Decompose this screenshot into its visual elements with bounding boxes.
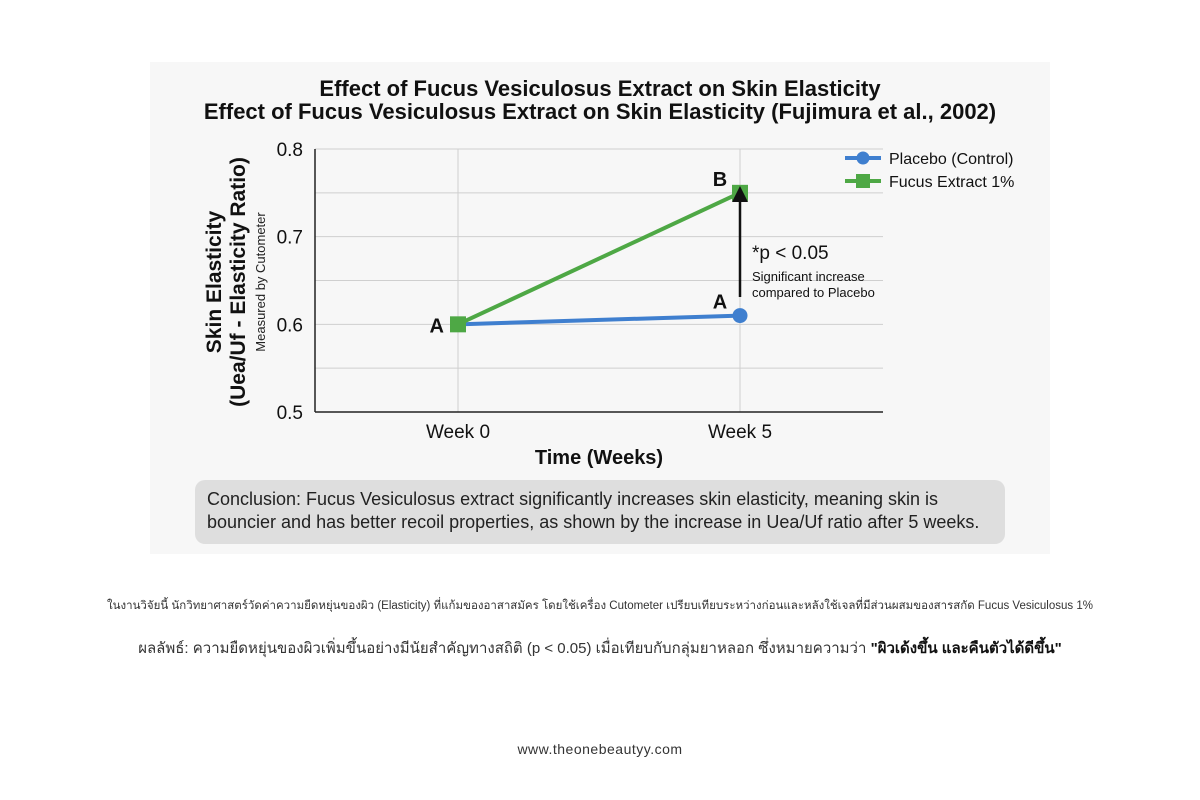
significance-note-line1: Significant increase [752,269,865,284]
thai-result-highlight: "ผิวเด้งขึ้น และคืนตัวได้ดีขึ้น" [870,640,1062,657]
legend-marker-placebo [856,151,870,165]
x-tick-label: Week 5 [708,422,772,443]
conclusion-box: Conclusion: Fucus Vesiculosus extract si… [195,480,1005,544]
point-label: A [430,315,444,337]
series-line-placebo [457,313,741,327]
annotation-layer: A A B *p < 0.05 Significant increasecompared… [430,169,875,338]
series-line-fucus [457,191,741,327]
legend-label-fucus: Fucus Extract 1% [889,174,1014,191]
chart-title-line1: Effect of Fucus Vesiculosus Extract on S… [319,76,881,101]
point-placebo [732,308,748,324]
thai-description: ในงานวิจัยนี้ นักวิทยาศาสตร์วัดค่าความยื… [107,600,1093,612]
y-tick-label: 0.5 [277,403,303,424]
footer-url[interactable]: www.theonebeautyy.com [517,741,683,757]
y-axis-label-line2: (Uea/Uf - Elasticity Ratio) [227,157,250,407]
significance-label: *p < 0.05 [752,243,829,264]
axis-layer: 0.5 0.6 0.7 0.8 Week 0 Week 5 Time (Weeks) Skin… [203,140,883,469]
significance-note-line2: compared to Placebo [752,285,875,300]
y-tick-label: 0.6 [277,315,303,336]
thai-result: ผลลัพธ์: ความยืดหยุ่นของผิวเพิ่มขึ้นอย่า… [0,636,1200,660]
y-axis-label-group: Skin Elasticity (Uea/Uf - Elasticity Rati… [203,157,268,407]
legend-label-placebo: Placebo (Control) [889,151,1014,168]
significance-arrowhead [732,186,748,202]
series-layer [450,184,748,333]
x-axis-label: Time (Weeks) [535,447,663,469]
y-tick-label: 0.7 [277,228,303,249]
thai-result-text: ผลลัพธ์: ความยืดหยุ่นของผิวเพิ่มขึ้นอย่า… [138,640,871,657]
y-tick-label: 0.8 [277,140,303,161]
legend-marker-fucus [856,174,870,188]
point-label: B [713,169,727,191]
y-axis-sublabel: Measured by Cutometer [253,212,268,352]
point-fucus [450,316,466,333]
chart-title-line2: Effect of Fucus Vesiculosus Extract on S… [203,99,997,124]
chart-card [150,62,1050,554]
legend-layer: Placebo (Control) Fucus Extract 1% [845,151,1014,191]
x-tick-label: Week 0 [426,422,490,443]
point-label: A [713,292,727,314]
y-axis-label-line1: Skin Elasticity [203,210,226,353]
